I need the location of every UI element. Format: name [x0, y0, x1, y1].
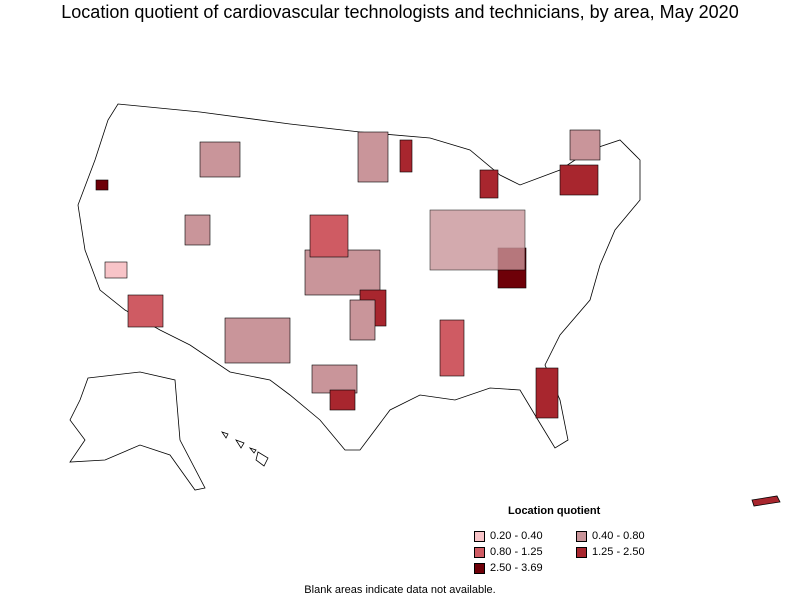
area-shade: [479, 169, 499, 199]
legend-item: 0.20 - 0.40: [474, 530, 543, 542]
area-shade: [311, 364, 358, 394]
area-shade: [104, 261, 128, 279]
legend-swatch: [576, 530, 587, 542]
area-shade: [535, 367, 559, 419]
area-shade: [569, 129, 601, 161]
area-shade: [309, 214, 349, 258]
legend-item: 1.25 - 2.50: [576, 546, 645, 558]
area-shade: [329, 389, 356, 411]
area-shade: [439, 319, 465, 377]
legend-item: 0.80 - 1.25: [474, 546, 543, 558]
legend-swatch: [576, 546, 587, 558]
legend-label: 0.40 - 0.80: [592, 530, 645, 542]
legend-label: 2.50 - 3.69: [490, 562, 543, 574]
legend-item: 2.50 - 3.69: [474, 562, 543, 574]
area-shade: [357, 131, 389, 183]
area-shade: [399, 139, 413, 173]
legend-swatch: [474, 546, 485, 558]
area-shade: [184, 214, 211, 246]
legend-item: 0.40 - 0.80: [576, 530, 645, 542]
area-shade: [127, 294, 164, 328]
legend-label: 1.25 - 2.50: [592, 546, 645, 558]
legend-swatch: [474, 562, 485, 574]
legend-label: 0.80 - 1.25: [490, 546, 543, 558]
area-shade: [349, 299, 376, 341]
area-shade: [559, 164, 599, 196]
area-shade: [224, 317, 291, 364]
area-shade: [199, 141, 241, 178]
puerto-rico-outline: [751, 495, 781, 507]
area-shade: [95, 179, 109, 191]
legend-title: Location quotient: [508, 505, 601, 517]
footnote: Blank areas indicate data not available.: [304, 584, 496, 596]
area-shade: [429, 209, 526, 271]
alaska-outline: [69, 371, 206, 491]
map-title: Location quotient of cardiovascular tech…: [61, 2, 739, 22]
hawaii-outline: [221, 431, 269, 467]
legend-swatch: [474, 530, 485, 542]
legend-label: 0.20 - 0.40: [490, 530, 543, 542]
area-shade: [304, 249, 381, 296]
